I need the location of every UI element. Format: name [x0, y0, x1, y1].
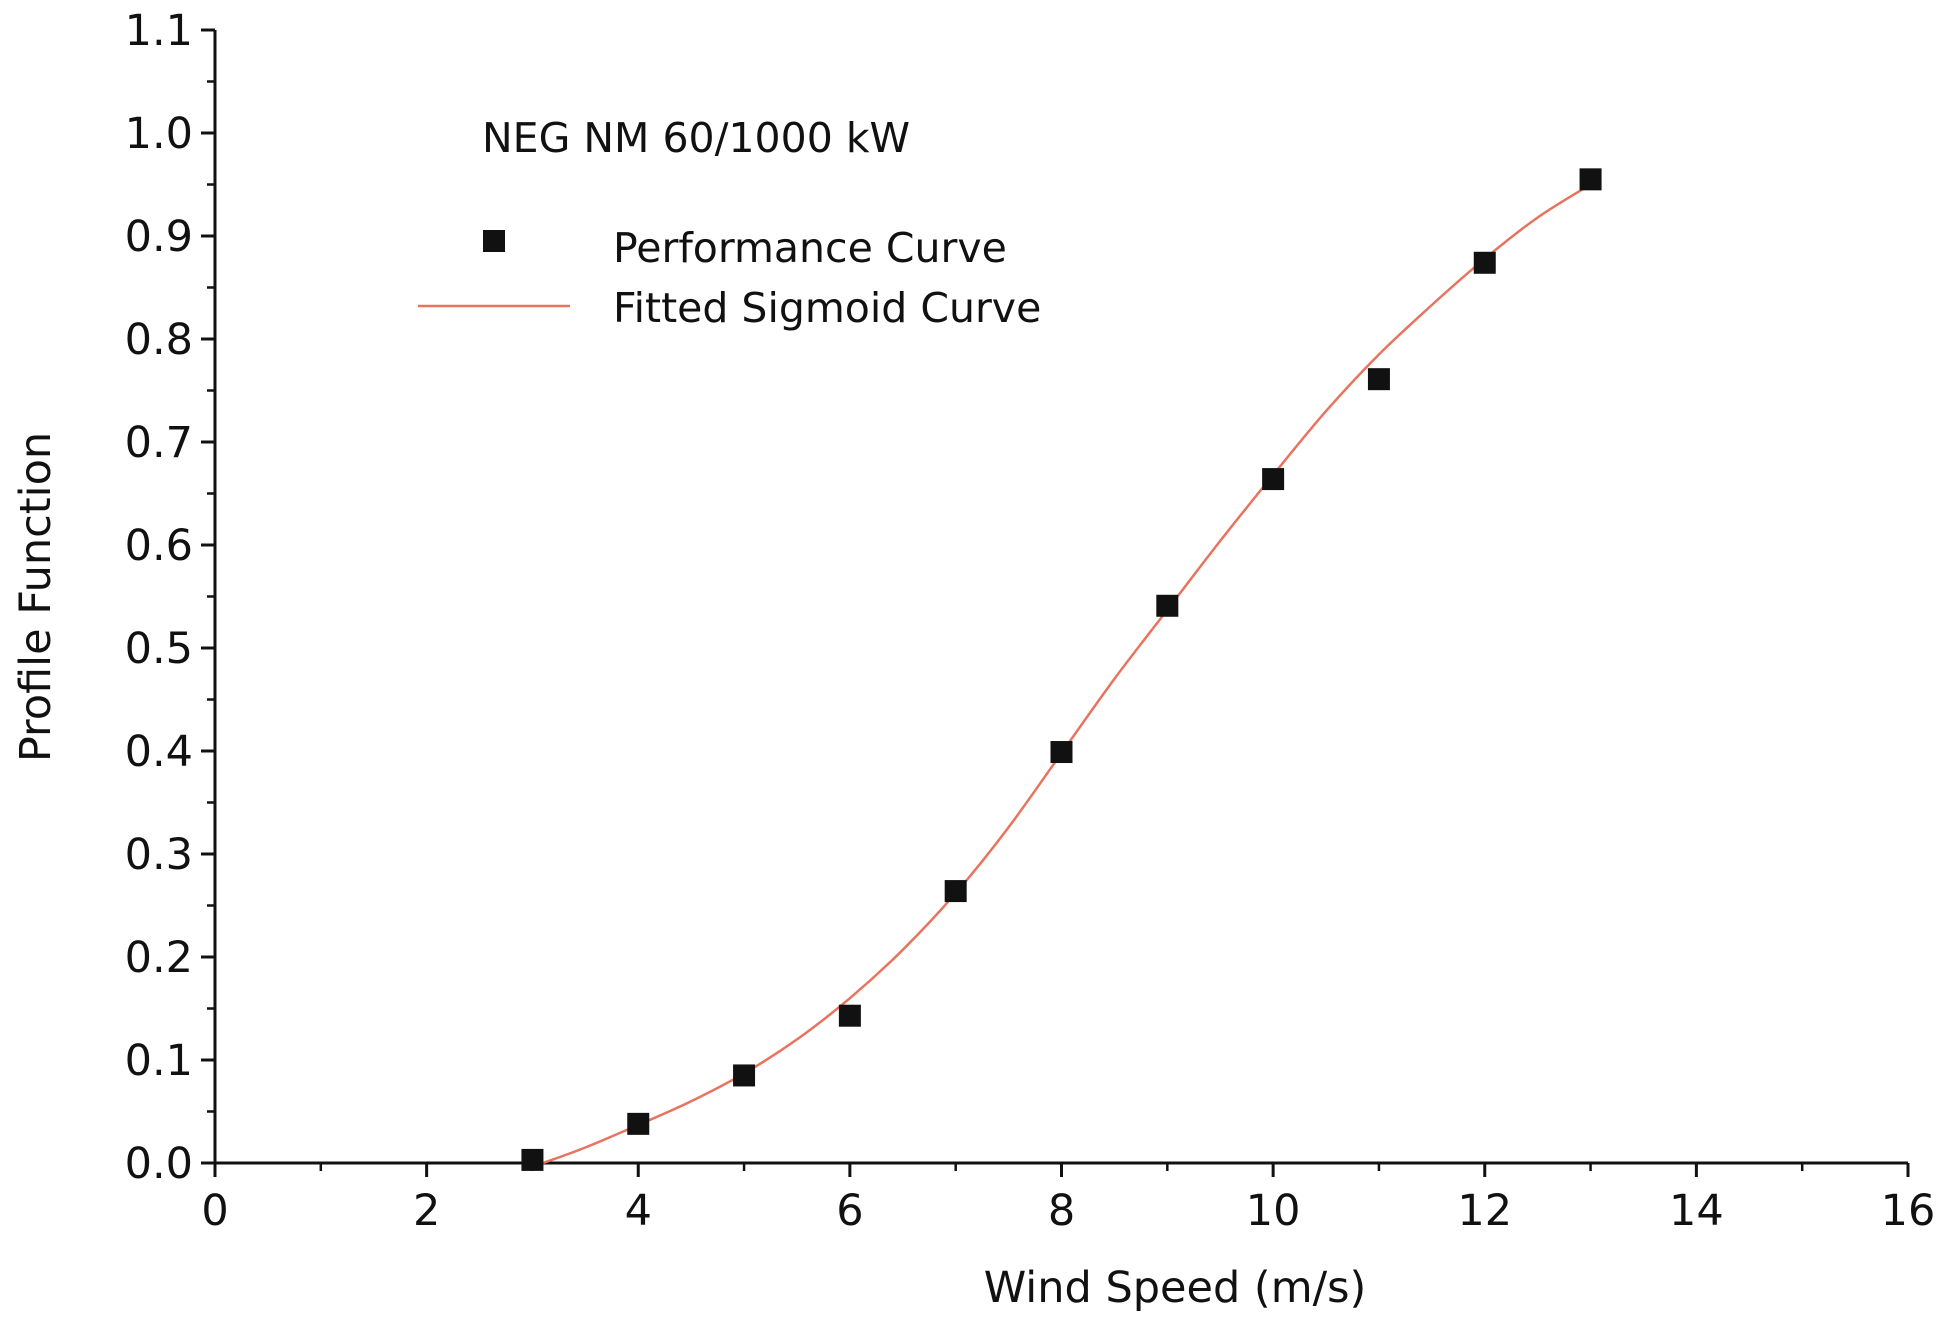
data-point-ws-9 — [1156, 594, 1179, 617]
y-tick-label-0.5: 0.5 — [125, 624, 193, 674]
data-points-layer — [521, 168, 1602, 1171]
x-tick-label-4: 4 — [625, 1186, 652, 1236]
y-tick-label-0.8: 0.8 — [125, 315, 193, 365]
fitted-sigmoid-curve-line — [542, 183, 1592, 1165]
y-tick-label-0.3: 0.3 — [125, 830, 193, 880]
x-tick-label-12: 12 — [1457, 1186, 1512, 1236]
data-point-ws-10 — [1262, 468, 1285, 491]
y-tick-label-0.6: 0.6 — [125, 521, 193, 571]
x-tick-label-6: 6 — [836, 1186, 863, 1236]
y-tick-label-0.9: 0.9 — [125, 212, 193, 262]
legend: Performance Curve Fitted Sigmoid Curve — [418, 224, 1041, 332]
data-point-ws-4 — [627, 1112, 650, 1135]
legend-label-performance-curve: Performance Curve — [613, 224, 1007, 272]
y-tick-label-1.0: 1.0 — [125, 109, 193, 159]
y-tick-label-1.1: 1.1 — [125, 6, 193, 56]
data-point-ws-5 — [733, 1064, 756, 1087]
y-axis-title: Profile Function — [11, 432, 61, 762]
fitted-curve-layer — [542, 183, 1592, 1165]
data-point-ws-11 — [1367, 368, 1390, 391]
data-point-ws-3 — [521, 1148, 544, 1171]
x-tick-label-14: 14 — [1669, 1186, 1724, 1236]
data-point-ws-13 — [1579, 168, 1602, 191]
x-tick-label-0: 0 — [201, 1186, 228, 1236]
data-point-ws-12 — [1473, 251, 1496, 274]
x-tick-label-10: 10 — [1246, 1186, 1301, 1236]
data-point-ws-7 — [944, 880, 967, 903]
legend-label-fitted-sigmoid-curve: Fitted Sigmoid Curve — [613, 284, 1041, 332]
x-axis-title: Wind Speed (m/s) — [984, 1263, 1367, 1313]
x-tick-label-2: 2 — [413, 1186, 440, 1236]
y-tick-label-0.0: 0.0 — [125, 1139, 193, 1189]
ticks: 0 2 4 6 8 10 12 14 16 0.0 0.1 0.2 0.3 0.4 0.5 0.6 0.7 0.8… — [125, 6, 1936, 1236]
y-tick-label-0.2: 0.2 — [125, 933, 193, 983]
data-point-ws-6 — [838, 1004, 861, 1027]
y-tick-label-0.4: 0.4 — [125, 727, 193, 777]
data-point-ws-8 — [1050, 741, 1073, 764]
x-tick-label-16: 16 — [1881, 1186, 1936, 1236]
legend-marker-performance-curve — [483, 230, 505, 252]
y-tick-label-0.7: 0.7 — [125, 418, 193, 468]
y-tick-label-0.1: 0.1 — [125, 1036, 193, 1086]
x-tick-label-8: 8 — [1048, 1186, 1075, 1236]
axes — [213, 30, 1908, 1165]
chart-title: NEG NM 60/1000 kW — [482, 114, 910, 162]
